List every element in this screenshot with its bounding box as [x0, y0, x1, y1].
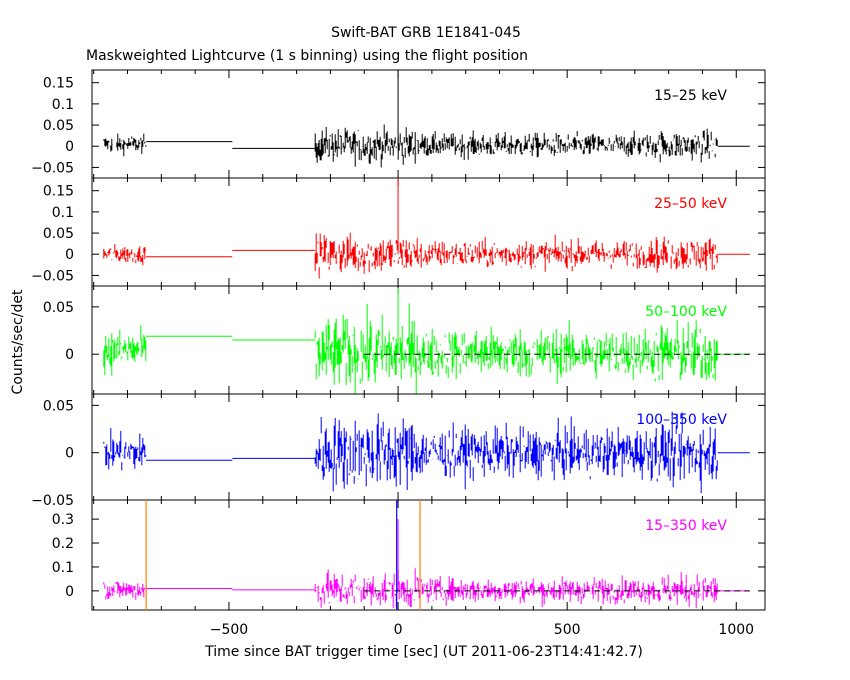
y-tick-label: 0.2	[52, 536, 74, 552]
panel-frame	[91, 285, 766, 395]
y-tick-label: 0.05	[43, 398, 74, 414]
y-tick-label: 0	[65, 347, 74, 363]
y-tick-label: 0	[65, 247, 74, 263]
x-tick-label: −500	[210, 622, 248, 638]
panel-frame	[91, 393, 766, 501]
x-tick-label: 1000	[718, 622, 754, 638]
y-tick-label: 0.1	[52, 97, 74, 113]
band-label: 100–350 keV	[636, 412, 727, 428]
band-label: 25–50 keV	[654, 196, 727, 212]
y-tick-label: 0.1	[52, 205, 74, 221]
y-tick-label: 0	[65, 139, 74, 155]
y-tick-label: 0.05	[43, 300, 74, 316]
x-tick-label: 0	[394, 622, 403, 638]
y-axis-label: Counts/sec/det	[10, 289, 26, 394]
chart-subtitle: Maskweighted Lightcurve (1 s binning) us…	[86, 48, 528, 64]
band-label: 50–100 keV	[645, 304, 727, 320]
panel-frame	[91, 499, 766, 611]
y-tick-label: 0.15	[43, 184, 74, 200]
band-label: 15–350 keV	[645, 518, 727, 534]
panel-5: 0 0.1 0.2 0.3 15–350 keV	[52, 499, 766, 611]
panel-1: −0.05 0 0.05 0.1 0.15 15–25 keV	[31, 69, 766, 179]
panel-frame	[91, 177, 766, 287]
y-tick-label: 0.15	[43, 76, 74, 92]
chart-title: Swift-BAT GRB 1E1841-045	[331, 25, 521, 41]
series-line	[103, 232, 750, 279]
y-tick-label: 0.3	[52, 512, 74, 528]
y-tick-label: −0.05	[31, 493, 74, 509]
series-line	[103, 568, 750, 609]
panel-frame	[91, 69, 766, 179]
series-line	[103, 303, 750, 394]
series-line	[103, 124, 750, 168]
x-axis-label: Time since BAT trigger time [sec] (UT 20…	[204, 644, 643, 660]
y-tick-label: 0	[65, 446, 74, 462]
y-tick-label: 0.1	[52, 560, 74, 576]
x-tick-label: 500	[554, 622, 581, 638]
panel-3: 0 0.05 50–100 keV	[43, 285, 766, 395]
y-tick-label: −0.05	[31, 160, 74, 176]
y-tick-label: −0.05	[31, 268, 74, 284]
panel-4: −0.05 0 0.05 100–350 keV	[31, 393, 766, 509]
y-tick-label: 0.05	[43, 226, 74, 242]
series-line	[103, 411, 750, 494]
panel-2: −0.05 0 0.05 0.1 0.15 25–50 keV	[31, 177, 766, 287]
band-label: 15–25 keV	[654, 88, 727, 104]
y-tick-label: 0.05	[43, 118, 74, 134]
y-tick-label: 0	[65, 584, 74, 600]
